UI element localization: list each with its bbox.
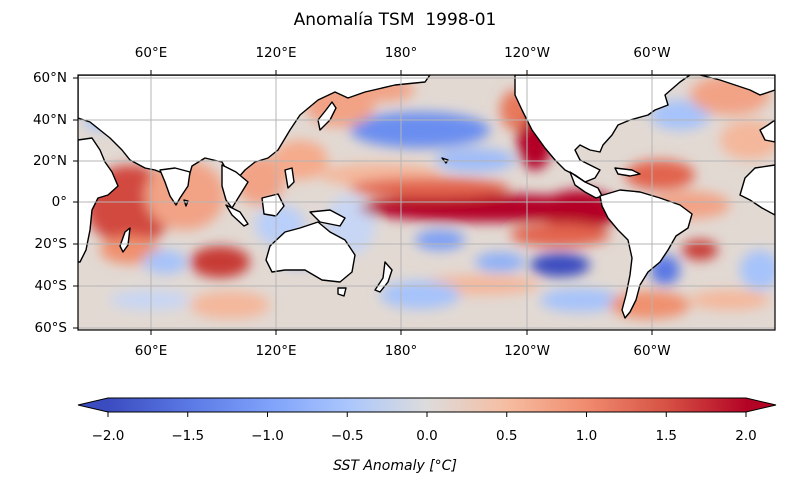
tick-marks [73,70,653,335]
top-lon-label-120w: 120°W [504,45,550,61]
sst-patch [190,291,270,319]
sst-patch [540,190,620,230]
sst-patch [190,246,250,278]
colorbar-tick-label: −2.0 [91,428,125,444]
sst-patch [530,253,590,277]
top-lon-label-180: 180° [384,45,418,61]
land-philippines [284,167,295,189]
colorbar-extend-high [746,398,776,412]
sst-patch [682,240,718,260]
colorbar-tick-label: −0.5 [330,428,364,444]
land-new-guinea [309,209,346,227]
bottom-lon-label-180: 180° [384,343,418,359]
land-sumatra [225,204,249,227]
top-lon-label-120e: 120°E [255,45,297,61]
sst-patch [610,291,690,319]
sst-patch [435,148,515,172]
colorbar-extend-low [78,398,108,412]
sst-patch [540,288,620,312]
colorbar-tick-label: −1.5 [171,428,205,444]
colorbar-tick-label: 0.5 [496,428,518,444]
sst-patch [350,112,490,148]
lat-label-40n: 40°N [32,112,67,128]
land-south-america [599,189,693,319]
land-india [159,167,191,206]
sst-patch [690,290,770,310]
colorbar-gradient [108,398,746,412]
sst-patch [110,290,190,310]
lat-label-20n: 20°N [32,153,67,169]
bottom-lon-label-60w: 60°W [633,343,671,359]
sst-anomaly-field [78,75,775,330]
sst-patch [475,252,525,272]
land-greenland [699,75,775,96]
sst-patch [380,281,460,309]
colorbar-label: SST Anomaly [°C] [333,458,457,474]
sst-patch [100,236,160,264]
colorbar-tick-label: −1.0 [251,428,284,444]
land-caribbean [614,167,641,177]
sst-patch [740,250,775,290]
land-layer [78,75,775,319]
colorbar [77,397,777,417]
bottom-lon-label-120w: 120°W [504,343,550,359]
lat-label-40s: 40°S [34,278,68,294]
sst-patch [143,250,187,274]
lat-label-60n: 60°N [32,70,67,86]
colorbar-tick-label: 1.5 [655,428,677,444]
lat-label-60s: 60°S [34,320,68,336]
top-lon-label-60e: 60°E [134,45,168,61]
sst-patch [415,230,465,250]
colorbar-tick-label: 0.0 [416,428,438,444]
bottom-lon-label-60e: 60°E [134,343,168,359]
land-borneo [261,193,285,217]
sst-patch [625,160,695,190]
colorbar-tick-label: 2.0 [735,428,757,444]
sst-patch [350,178,510,198]
land-europe-right [759,119,775,143]
sst-patch [510,223,610,247]
land-north-america [514,75,691,183]
land-central-america [569,171,603,199]
land-japan [317,101,337,131]
lat-label-20s: 20°S [34,236,68,252]
sst-patch [650,100,710,130]
map-title: Anomalía TSM 1998-01 [293,10,497,30]
land-arabia-africa [78,137,119,263]
land-new-zealand [374,261,393,293]
colorbar-tick-label: 1.0 [575,428,598,444]
top-lon-label-60w: 60°W [633,45,671,61]
lat-label-0: 0° [51,194,67,210]
land-tasmania [337,287,347,297]
bottom-lon-label-120e: 120°E [255,343,297,359]
gridlines [78,75,775,330]
